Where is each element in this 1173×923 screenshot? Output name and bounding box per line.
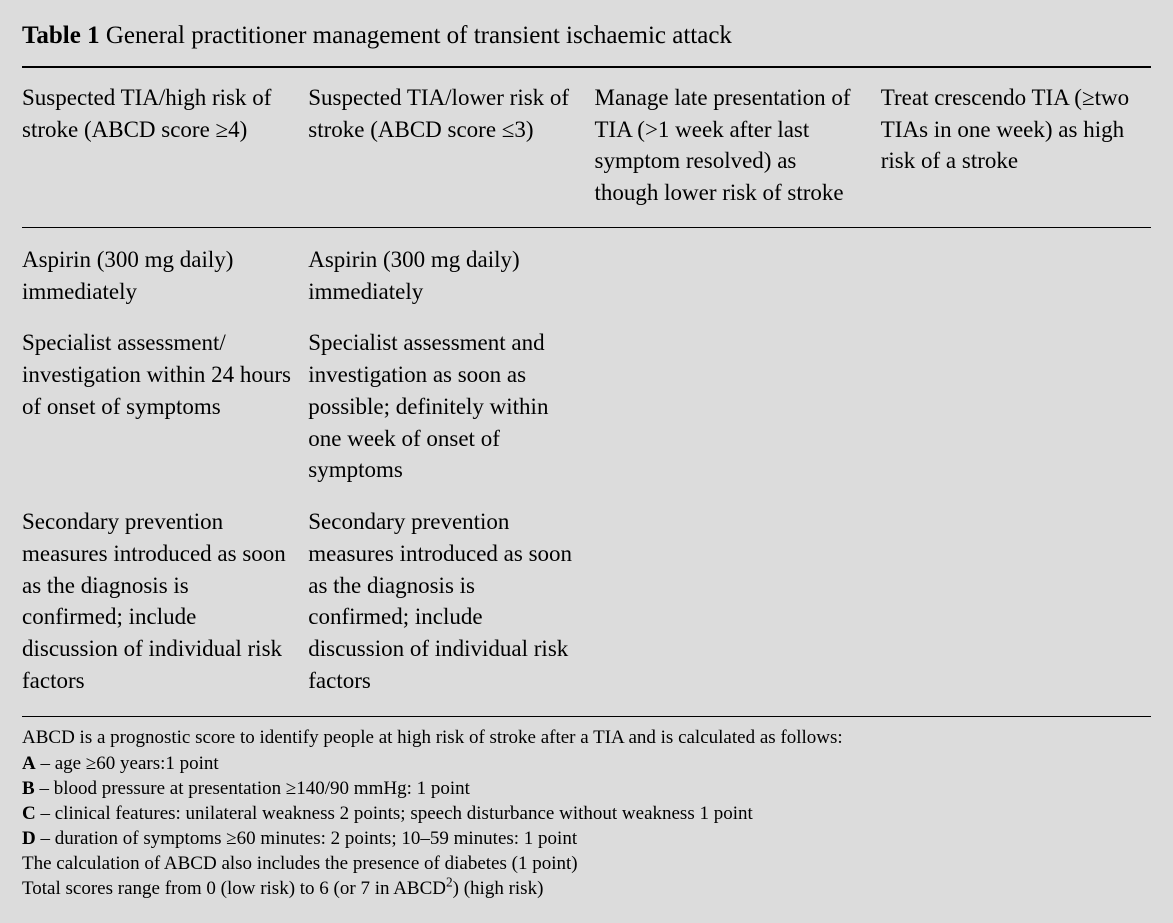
footnote-letter: B [22, 778, 35, 799]
cell: Specialist assessment/ investigation wit… [22, 327, 292, 486]
footnote-letter: C [22, 803, 36, 824]
table-row: Specialist assessment/ investigation wit… [22, 317, 1151, 496]
header-col3: Manage late presentation of TIA (>1 week… [595, 82, 865, 209]
cell [595, 244, 865, 307]
footnote-D: D – duration of symptoms ≥60 minutes: 2 … [22, 826, 1151, 851]
footnote-text: – clinical features: unilateral weakness… [36, 803, 753, 824]
table-body: Aspirin (300 mg daily) immediately Aspir… [22, 228, 1151, 717]
footnotes: ABCD is a prognostic score to identify p… [22, 717, 1151, 901]
footnote-letter: A [22, 753, 36, 774]
footnote-text: – age ≥60 years:1 point [36, 753, 219, 774]
cell: Secondary prevention measures introduced… [308, 506, 578, 696]
table-row: Secondary prevention measures introduced… [22, 496, 1151, 716]
header-col4: Treat crescendo TIA (≥two TIAs in one we… [881, 82, 1151, 209]
cell: Aspirin (300 mg daily) immediately [22, 244, 292, 307]
table-header-row: Suspected TIA/high risk of stroke (ABCD … [22, 68, 1151, 227]
cell [881, 506, 1151, 696]
footnote-total-post: ) (high risk) [453, 878, 544, 899]
footnote-A: A – age ≥60 years:1 point [22, 751, 1151, 776]
footnote-total: Total scores range from 0 (low risk) to … [22, 876, 1151, 901]
cell [881, 327, 1151, 486]
table-row: Aspirin (300 mg daily) immediately Aspir… [22, 228, 1151, 317]
footnote-letter: D [22, 828, 36, 849]
table-label: Table 1 [22, 22, 100, 49]
footnote-total-pre: Total scores range from 0 (low risk) to … [22, 878, 446, 899]
footnote-total-sup: 2 [446, 875, 453, 890]
header-col1: Suspected TIA/high risk of stroke (ABCD … [22, 82, 292, 209]
cell [595, 506, 865, 696]
table-title-text: General practitioner management of trans… [106, 22, 732, 49]
footnote-intro: ABCD is a prognostic score to identify p… [22, 725, 1151, 750]
footnote-text: – blood pressure at presentation ≥140/90… [35, 778, 470, 799]
cell: Secondary prevention measures introduced… [22, 506, 292, 696]
header-col2: Suspected TIA/lower risk of stroke (ABCD… [308, 82, 578, 209]
footnote-B: B – blood pressure at presentation ≥140/… [22, 776, 1151, 801]
footnote-text: – duration of symptoms ≥60 minutes: 2 po… [36, 828, 577, 849]
cell [595, 327, 865, 486]
cell: Specialist assessment and investigation … [308, 327, 578, 486]
footnote-C: C – clinical features: unilateral weakne… [22, 801, 1151, 826]
cell: Aspirin (300 mg daily) immediately [308, 244, 578, 307]
cell [881, 244, 1151, 307]
footnote-diabetes: The calculation of ABCD also includes th… [22, 851, 1151, 876]
table-title: Table 1 General practitioner management … [22, 22, 1151, 50]
